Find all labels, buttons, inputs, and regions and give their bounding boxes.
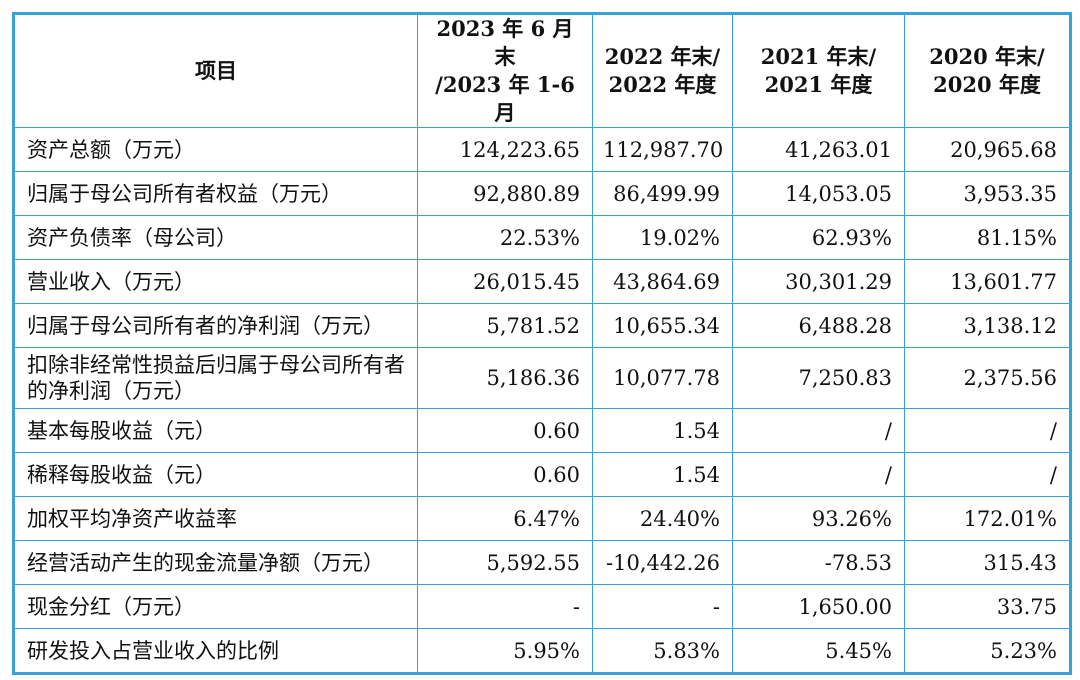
row-value: 81.15% <box>904 215 1071 260</box>
row-value: 5.95% <box>417 628 593 674</box>
row-label: 资产负债率（母公司） <box>13 215 418 260</box>
table-row: 现金分红（万元） - -1,650.00 33.75 <box>13 584 1071 629</box>
row-value: 24.40% <box>592 496 733 541</box>
table-row: 资产负债率（母公司） 22.53% 19.02% 62.93% 81.15% <box>13 215 1071 260</box>
header-2022: 2022 年末/ 2022 年度 <box>592 13 733 128</box>
row-value: 172.01% <box>904 496 1071 541</box>
row-value: 3,138.12 <box>904 303 1071 348</box>
financial-indicators-table: 项目 2023 年 6 月末 /2023 年 1-6 月 2022 年末/ 20… <box>12 12 1072 675</box>
row-label: 资产总额（万元） <box>13 127 418 172</box>
row-value: 112,987.70 <box>592 127 733 172</box>
header-row: 项目 2023 年 6 月末 /2023 年 1-6 月 2022 年末/ 20… <box>13 13 1071 128</box>
table-row: 营业收入（万元） 26,015.45 43,864.69 30,301.29 13,60… <box>13 259 1071 304</box>
header-2021: 2021 年末/ 2021 年度 <box>732 13 905 128</box>
row-value: 0.60 <box>417 408 593 453</box>
table-row: 加权平均净资产收益率 6.47% 24.40% 93.26% 172.01% <box>13 496 1071 541</box>
row-value: 86,499.99 <box>592 171 733 216</box>
row-value: 43,864.69 <box>592 259 733 304</box>
row-value: 6,488.28 <box>732 303 905 348</box>
row-value: 30,301.29 <box>732 259 905 304</box>
row-value: 93.26% <box>732 496 905 541</box>
table-body: 资产总额（万元） 124,223.65 112,987.70 41,263.01 20,… <box>13 127 1071 674</box>
table-row: 资产总额（万元） 124,223.65 112,987.70 41,263.01 20,… <box>13 127 1071 172</box>
table-row: 研发投入占营业收入的比例 5.95% 5.83% 5.45% 5.23% <box>13 628 1071 674</box>
row-label: 归属于母公司所有者的净利润（万元） <box>13 303 418 348</box>
row-value: 92,880.89 <box>417 171 593 216</box>
row-value: 62.93% <box>732 215 905 260</box>
header-2023h1: 2023 年 6 月末 /2023 年 1-6 月 <box>417 13 593 128</box>
row-label: 稀释每股收益（元） <box>13 452 418 497</box>
row-value: 33.75 <box>904 584 1071 629</box>
row-value: 5,186.36 <box>417 347 593 409</box>
row-value: 0.60 <box>417 452 593 497</box>
row-value: 5.23% <box>904 628 1071 674</box>
row-value: - <box>417 584 593 629</box>
row-value: 5,592.55 <box>417 540 593 585</box>
row-label: 经营活动产生的现金流量净额（万元） <box>13 540 418 585</box>
row-label: 现金分红（万元） <box>13 584 418 629</box>
row-value: 1.54 <box>592 452 733 497</box>
row-value: 1,650.00 <box>732 584 905 629</box>
row-value: 315.43 <box>904 540 1071 585</box>
row-value: -78.53 <box>732 540 905 585</box>
row-value: / <box>904 452 1071 497</box>
row-value: 26,015.45 <box>417 259 593 304</box>
row-label: 研发投入占营业收入的比例 <box>13 628 418 674</box>
row-value: / <box>904 408 1071 453</box>
table-row: 归属于母公司所有者的净利润（万元） 5,781.52 10,655.34 6,488.… <box>13 303 1071 348</box>
table-row: 经营活动产生的现金流量净额（万元） 5,592.55 -10,442.26 -78.5… <box>13 540 1071 585</box>
row-value: 41,263.01 <box>732 127 905 172</box>
row-value: 2,375.56 <box>904 347 1071 409</box>
row-label: 归属于母公司所有者权益（万元） <box>13 171 418 216</box>
financial-table-container: 项目 2023 年 6 月末 /2023 年 1-6 月 2022 年末/ 20… <box>12 12 1072 675</box>
row-value: 1.54 <box>592 408 733 453</box>
row-value: 10,655.34 <box>592 303 733 348</box>
table-row: 扣除非经常性损益后归属于母公司所有者的净利润（万元） 5,186.36 10,077… <box>13 347 1071 409</box>
row-value: 124,223.65 <box>417 127 593 172</box>
row-value: 10,077.78 <box>592 347 733 409</box>
table-row: 稀释每股收益（元） 0.60 1.54// <box>13 452 1071 497</box>
row-value: 6.47% <box>417 496 593 541</box>
row-value: / <box>732 408 905 453</box>
row-value: 7,250.83 <box>732 347 905 409</box>
row-value: 3,953.35 <box>904 171 1071 216</box>
row-value: 22.53% <box>417 215 593 260</box>
row-label: 扣除非经常性损益后归属于母公司所有者的净利润（万元） <box>13 347 418 409</box>
row-value: -10,442.26 <box>592 540 733 585</box>
row-value: 20,965.68 <box>904 127 1071 172</box>
row-label: 营业收入（万元） <box>13 259 418 304</box>
table-row: 基本每股收益（元） 0.60 1.54// <box>13 408 1071 453</box>
header-2020: 2020 年末/ 2020 年度 <box>904 13 1071 128</box>
header-item: 项目 <box>13 13 418 128</box>
row-value: 5,781.52 <box>417 303 593 348</box>
table-header: 项目 2023 年 6 月末 /2023 年 1-6 月 2022 年末/ 20… <box>13 13 1071 128</box>
row-label: 基本每股收益（元） <box>13 408 418 453</box>
row-label: 加权平均净资产收益率 <box>13 496 418 541</box>
row-value: / <box>732 452 905 497</box>
row-value: 14,053.05 <box>732 171 905 216</box>
row-value: 5.45% <box>732 628 905 674</box>
row-value: - <box>592 584 733 629</box>
row-value: 13,601.77 <box>904 259 1071 304</box>
row-value: 5.83% <box>592 628 733 674</box>
row-value: 19.02% <box>592 215 733 260</box>
table-row: 归属于母公司所有者权益（万元） 92,880.89 86,499.99 14,053.… <box>13 171 1071 216</box>
